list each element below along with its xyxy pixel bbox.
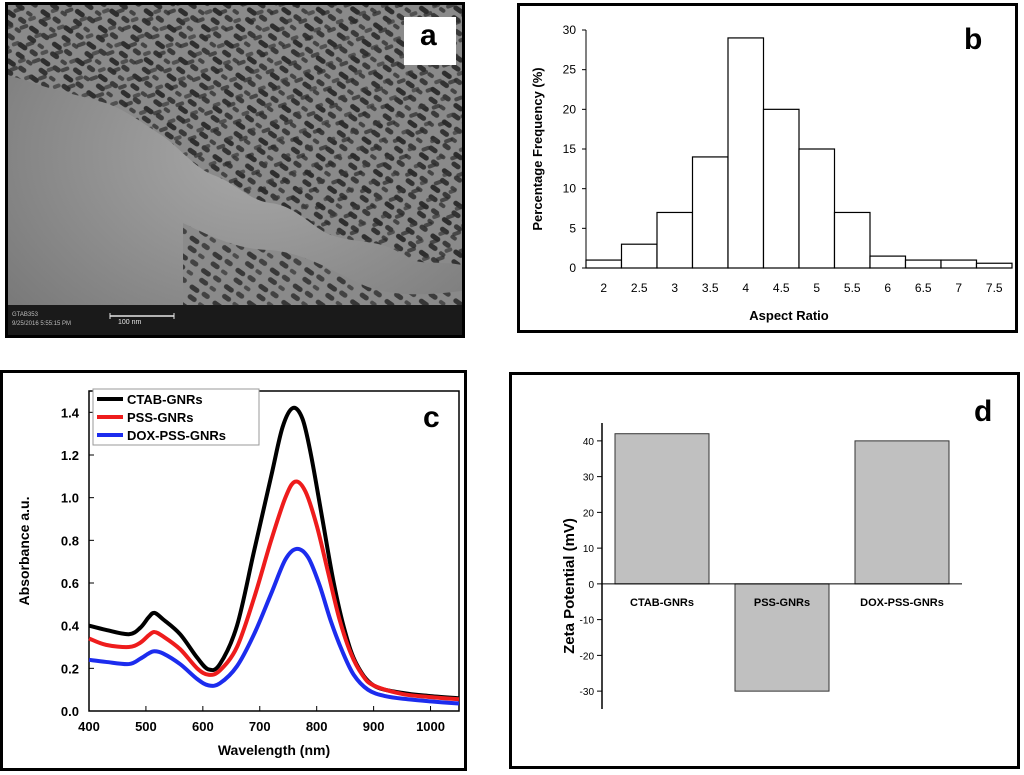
x-tick-label: 2 [600,281,607,295]
tem-meta-line-1: GTAB353 [12,312,38,318]
panel-b-label: b [964,23,983,56]
y-tick-label: 0.4 [61,619,80,634]
x-tick-label: 3.5 [702,281,719,295]
y-axis-label: Absorbance a.u. [16,497,32,606]
y-tick-label: 25 [563,63,577,77]
histogram-bar-6 [869,255,907,269]
histogram-bar-2 [585,259,623,269]
x-tick-label: 5.5 [844,281,861,295]
histogram-bar-4.5 [762,108,800,269]
legend-label: PSS-GNRs [127,410,193,425]
panel-a-label: a [420,19,437,52]
x-tick-label: 3 [671,281,678,295]
plot-frame [88,390,460,712]
zeta-potential-bar-chart: -30 -20 -10 0 10 20 30 40 CTAB-GNRs PSS-GNRs DOX-P… [561,423,962,709]
panel-b-histogram: 0 5 10 15 20 25 30 2 2.5 3 3.5 4 4.5 5 5.5 6 6.5 7 7.5 Aspe… [517,3,1018,333]
panel-c-absorbance: 0.0 0.2 0.4 0.6 0.8 1.0 1.2 1.4 400 500 600 700 800 9… [0,370,467,771]
x-tick-label: 500 [135,719,157,734]
category-label: DOX-PSS-GNRs [860,597,944,609]
y-tick-label: 0 [569,261,576,275]
x-tick-label: 1000 [416,719,445,734]
legend-label: CTAB-GNRs [127,392,203,407]
y-tick-label: 20 [583,508,595,519]
x-tick-label: 6.5 [915,281,932,295]
x-tick-label: 600 [192,719,214,734]
x-tick-label: 700 [249,719,271,734]
y-tick-label: 0.8 [61,533,79,548]
y-tick-label: 0.2 [61,661,79,676]
x-tick-label: 6 [884,281,891,295]
absorbance-line-chart: 0.0 0.2 0.4 0.6 0.8 1.0 1.2 1.4 400 500 600 700 800 9… [16,388,460,758]
y-tick-label: -20 [580,651,595,662]
tem-micrograph [8,5,462,335]
x-tick-label: 400 [78,719,100,734]
zeta-bar-ctab-gnrs [614,433,710,585]
panel-a-tem-image: a 100 nm GTAB353 9/25/2016 5:55:15 PM [5,2,465,338]
y-tick-label: 1.0 [61,491,79,506]
y-tick-label: 10 [583,544,595,555]
x-tick-label: 800 [306,719,328,734]
x-tick-label: 4.5 [773,281,790,295]
tem-scale-bar-label: 100 nm [118,319,142,326]
category-label: CTAB-GNRs [630,597,694,609]
aspect-ratio-histogram: 0 5 10 15 20 25 30 2 2.5 3 3.5 4 4.5 5 5.5 6 6.5 7 7.5 Aspe… [530,23,1013,323]
y-tick-label: 5 [569,221,576,235]
x-tick-label: 7 [955,281,962,295]
y-tick-label: 30 [563,23,577,37]
histogram-bar-2.5 [620,243,658,269]
y-tick-label: -10 [580,616,595,627]
histogram-bar-3 [656,211,694,269]
histogram-bar-7.5 [975,262,1013,269]
legend-label: DOX-PSS-GNRs [127,428,226,443]
y-tick-label: 40 [583,437,595,448]
histogram-bar-5 [798,148,836,269]
zeta-bar-pss-gnrs [734,583,830,692]
y-tick-label: 10 [563,182,577,196]
histogram-bar-5.5 [833,211,871,269]
y-tick-label: 0.6 [61,576,79,591]
y-tick-label: 1.2 [61,448,79,463]
y-tick-label: -30 [580,687,595,698]
y-axis-label: Percentage Frequency (%) [530,67,545,230]
zeta-bar-dox-pss-gnrs [854,440,950,585]
histogram-bar-3.5 [691,156,729,269]
histogram-bar-7 [940,259,978,269]
y-tick-label: 20 [563,102,577,116]
series-line-dox-pss-gnrs [88,546,460,706]
y-tick-label: 15 [563,142,577,156]
x-tick-label: 5 [813,281,820,295]
x-tick-label: 7.5 [986,281,1003,295]
y-tick-label: 0.0 [61,704,79,719]
histogram-bar-6.5 [904,259,942,269]
category-label: PSS-GNRs [754,597,810,609]
y-tick-label: 0 [588,580,594,591]
x-axis-label: Wavelength (nm) [218,742,330,758]
x-axis-label: Aspect Ratio [749,308,829,323]
x-tick-label: 900 [363,719,385,734]
panel-d-zeta-potential: -30 -20 -10 0 10 20 30 40 CTAB-GNRs PSS-GNRs DOX-P… [509,372,1020,769]
y-tick-label: 1.4 [61,405,80,420]
y-tick-label: 30 [583,473,595,484]
panel-d-label: d [974,395,993,428]
y-axis-label: Zeta Potential (mV) [561,518,578,654]
panel-c-label: c [423,401,440,434]
x-tick-label: 4 [742,281,749,295]
series-line-pss-gnrs [88,479,460,702]
histogram-bar-4 [727,37,765,269]
tem-meta-line-2: 9/25/2016 5:55:15 PM [12,321,72,327]
x-tick-label: 2.5 [631,281,648,295]
